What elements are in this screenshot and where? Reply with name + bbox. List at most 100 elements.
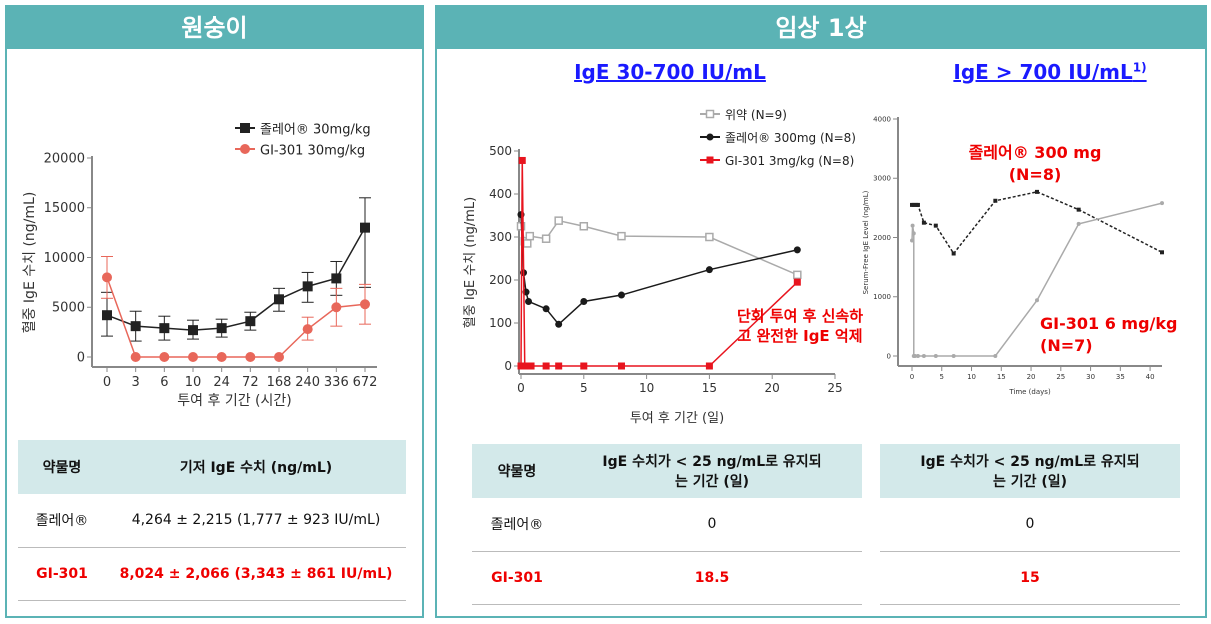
drug-cell: GI-301 <box>472 551 562 605</box>
phase1-table-low: 약물명 IgE 수치가 < 25 ng/mL로 유지되는 기간 (일) 졸레어® 0… <box>472 444 862 605</box>
data-point <box>617 291 625 299</box>
data-point <box>1160 250 1164 255</box>
legend-label: GI-301 3mg/kg (N=8) <box>725 154 854 168</box>
data-point <box>331 273 342 284</box>
data-point <box>579 222 589 231</box>
data-point <box>527 362 535 370</box>
value-cell: 15 <box>880 551 1180 605</box>
monkey-table: 약물명 기저 IgE 수치 (ng/mL) 졸레어® 4,264 ± 2,215 (… <box>18 440 406 601</box>
x-tick-label: 240 <box>295 375 320 390</box>
data-point <box>1035 189 1039 194</box>
x-tick-label: 3 <box>132 375 140 390</box>
table-row: 졸레어® 4,264 ± 2,215 (1,777 ± 923 IU/mL) <box>18 494 406 548</box>
gi-label: GI-301 6 mg/kg (N=7) <box>1040 313 1177 357</box>
col-baseline: 기저 IgE 수치 (ng/mL) <box>106 440 406 494</box>
data-point <box>188 325 198 336</box>
x-tick-label: 5 <box>580 381 588 395</box>
data-point <box>525 298 533 305</box>
data-point <box>302 324 313 335</box>
data-point <box>542 362 550 370</box>
data-point <box>1076 207 1081 212</box>
gi-label-n: (N=7) <box>1040 336 1093 355</box>
x-tick-label: 25 <box>827 381 842 395</box>
x-axis-label: 투여 후 기간 (일) <box>630 411 724 426</box>
y-tick-label: 4000 <box>873 115 891 123</box>
y-tick-label: 100 <box>489 316 512 330</box>
subtitle-low: IgE 30-700 IU/mL <box>574 60 766 84</box>
y-axis-label: Serum-Free IgE Level (ng/mL) <box>862 190 870 294</box>
col-drug: 약물명 <box>18 440 106 494</box>
x-tick-label: 0 <box>103 375 111 390</box>
data-point <box>911 202 916 207</box>
x-tick-label: 20 <box>765 381 780 395</box>
series-line <box>520 214 798 326</box>
x-tick-label: 15 <box>702 381 717 395</box>
x-tick-label: 40 <box>1146 373 1155 381</box>
table-row: GI-301 18.5 <box>472 551 862 605</box>
data-point <box>793 270 802 280</box>
data-point <box>993 354 998 358</box>
gi-label-text: GI-301 6 mg/kg <box>1040 314 1178 333</box>
data-point <box>360 222 370 233</box>
data-point <box>159 323 170 334</box>
legend-label: 졸레어® 30mg/kg <box>260 122 371 137</box>
data-point <box>921 354 926 358</box>
data-point <box>542 305 550 313</box>
x-tick-label: 25 <box>1056 373 1065 381</box>
data-point <box>555 362 563 370</box>
x-axis-label: Time (days) <box>1008 388 1051 396</box>
y-tick-label: 0 <box>504 359 512 373</box>
data-point <box>1076 221 1081 226</box>
data-point <box>360 299 370 310</box>
data-point <box>580 298 588 305</box>
data-point <box>159 352 170 362</box>
value-cell: 4,264 ± 2,215 (1,777 ± 923 IU/mL) <box>106 494 406 548</box>
x-tick-label: 10 <box>967 373 976 381</box>
data-point <box>245 352 256 362</box>
x-tick-label: 6 <box>160 375 168 390</box>
data-point <box>951 354 956 358</box>
data-point <box>130 321 141 332</box>
panel-title: 임상 1상 <box>437 7 1205 49</box>
data-point <box>705 362 713 370</box>
legend-marker <box>706 133 714 141</box>
x-tick-label: 672 <box>353 375 378 390</box>
data-point <box>951 251 956 256</box>
data-point <box>102 310 112 321</box>
legend-marker <box>706 156 714 164</box>
data-point <box>517 362 525 370</box>
data-point <box>580 362 588 370</box>
data-point <box>188 352 198 362</box>
x-tick-label: 10 <box>185 375 202 390</box>
data-point <box>1160 201 1164 206</box>
data-point <box>302 281 313 292</box>
x-tick-label: 168 <box>267 375 292 390</box>
value-cell: 0 <box>880 498 1180 552</box>
xolair-label-text: 졸레어® 300 mg <box>968 143 1102 162</box>
legend-label: 졸레어® 300mg (N=8) <box>725 131 856 145</box>
data-point <box>933 223 938 228</box>
data-point <box>555 320 563 328</box>
data-point <box>130 352 141 362</box>
data-point <box>617 231 626 241</box>
data-point <box>554 216 563 225</box>
x-tick-label: 15 <box>997 373 1006 381</box>
data-point <box>617 362 625 370</box>
data-point <box>793 246 801 254</box>
legend-marker <box>705 109 715 119</box>
value-cell: 0 <box>562 498 862 552</box>
x-tick-label: 10 <box>639 381 654 395</box>
y-tick-label: 0 <box>887 352 891 360</box>
data-point <box>274 294 284 305</box>
legend-label: 위약 (N=9) <box>725 107 787 122</box>
data-point <box>274 352 284 362</box>
data-point <box>915 202 920 207</box>
x-tick-label: 72 <box>242 375 259 390</box>
data-point <box>910 223 915 228</box>
phase1-table-high: IgE 수치가 < 25 ng/mL로 유지되는 기간 (일) 0 15 <box>880 444 1180 605</box>
x-tick-label: 5 <box>940 373 944 381</box>
x-tick-label: 336 <box>324 375 349 390</box>
data-point <box>216 323 227 334</box>
y-tick-label: 0 <box>77 350 85 365</box>
